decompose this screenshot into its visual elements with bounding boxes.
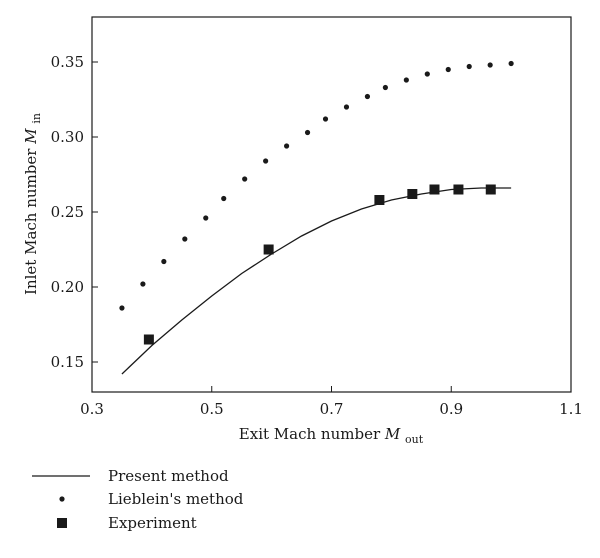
x-axis-title-subscript: out bbox=[405, 433, 424, 446]
data-point-lieblein bbox=[182, 236, 188, 242]
data-point-lieblein bbox=[487, 62, 493, 68]
y-tick-label: 0.35 bbox=[51, 53, 84, 71]
data-point-lieblein bbox=[364, 93, 371, 100]
data-point-lieblein bbox=[263, 158, 269, 164]
x-tick-label: 0.7 bbox=[320, 400, 344, 418]
x-tick-label: 0.3 bbox=[80, 400, 104, 418]
data-point-experiment bbox=[374, 195, 385, 205]
legend: Present method Lieblein's method Experim… bbox=[32, 467, 244, 532]
x-axis-title-text: Exit Mach number bbox=[239, 425, 381, 443]
legend-label-liebleins-method: Lieblein's method bbox=[108, 490, 244, 508]
data-point-lieblein bbox=[343, 104, 350, 110]
x-axis-title: Exit Mach number M out bbox=[239, 425, 424, 446]
data-point-lieblein bbox=[466, 63, 472, 70]
plot-marks bbox=[119, 60, 514, 375]
y-tick-label: 0.25 bbox=[51, 203, 84, 221]
x-ticks: 0.3 0.5 0.7 0.9 1.1 bbox=[80, 386, 583, 418]
data-point-experiment bbox=[453, 184, 464, 195]
data-point-experiment bbox=[143, 334, 154, 345]
data-point-lieblein bbox=[445, 66, 451, 73]
x-tick-label: 1.1 bbox=[559, 400, 583, 418]
y-tick-label: 0.30 bbox=[51, 128, 84, 146]
y-axis-title-symbol: M bbox=[22, 128, 40, 145]
data-point-lieblein bbox=[424, 71, 430, 77]
data-point-experiment bbox=[429, 184, 440, 195]
y-axis-title: Inlet Mach number M in bbox=[22, 113, 43, 295]
legend-dot-swatch bbox=[59, 496, 65, 502]
x-tick-label: 0.9 bbox=[439, 400, 463, 418]
data-point-lieblein bbox=[203, 215, 209, 221]
data-point-lieblein bbox=[508, 60, 514, 67]
legend-label-present-method: Present method bbox=[108, 467, 229, 485]
data-point-lieblein bbox=[322, 116, 329, 122]
legend-label-experiment: Experiment bbox=[108, 514, 197, 532]
x-tick-label: 0.5 bbox=[200, 400, 224, 418]
data-point-experiment bbox=[263, 244, 274, 255]
series-line-present-method bbox=[121, 187, 512, 375]
y-axis-title-subscript: in bbox=[30, 113, 43, 124]
data-point-lieblein bbox=[221, 195, 227, 202]
y-tick-label: 0.15 bbox=[51, 353, 84, 371]
y-tick-label: 0.20 bbox=[51, 278, 84, 296]
legend-square-swatch bbox=[57, 518, 67, 528]
data-point-experiment bbox=[485, 184, 496, 195]
data-point-lieblein bbox=[119, 305, 125, 311]
data-point-lieblein bbox=[382, 84, 388, 91]
data-point-lieblein bbox=[304, 129, 311, 136]
x-axis-title-symbol: M bbox=[384, 425, 401, 443]
data-point-lieblein bbox=[242, 176, 248, 182]
data-point-experiment bbox=[407, 189, 418, 199]
data-point-lieblein bbox=[161, 258, 167, 265]
data-point-lieblein bbox=[403, 77, 409, 83]
y-ticks: 0.15 0.20 0.25 0.30 0.35 bbox=[51, 53, 98, 371]
data-point-lieblein bbox=[140, 281, 146, 287]
y-axis-title-text: Inlet Mach number bbox=[22, 148, 40, 295]
data-point-lieblein bbox=[283, 143, 290, 149]
